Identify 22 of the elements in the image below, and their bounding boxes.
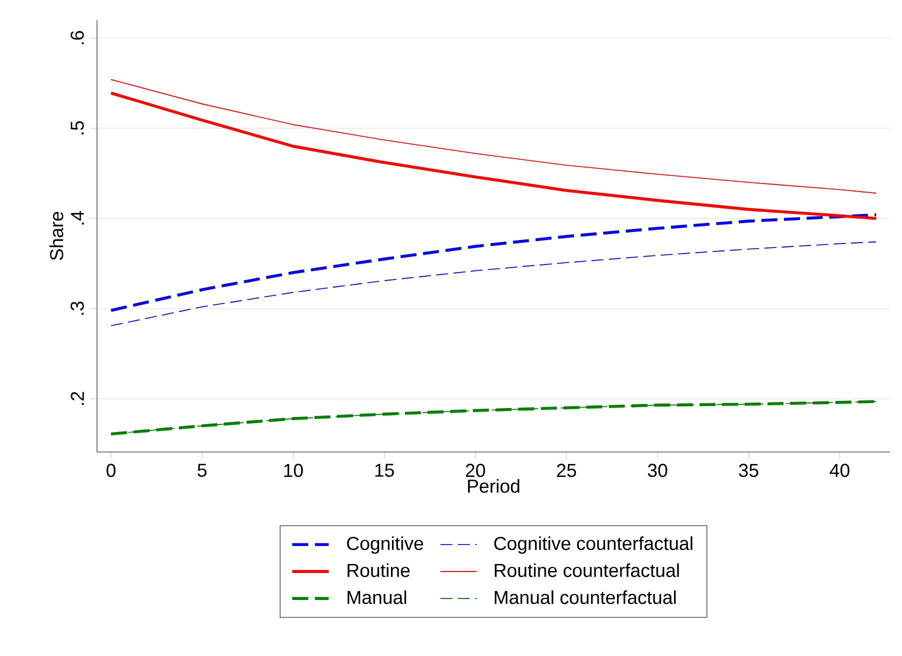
x-tick-label: 25 [557, 464, 576, 478]
x-axis-title: Period [468, 479, 520, 493]
y-tick-label: .4 [71, 211, 84, 224]
x-tick-label: 15 [375, 464, 394, 477]
legend-label: Routine counterfactual [494, 563, 679, 578]
y-tick-label: .2 [70, 392, 84, 405]
x-tick-label: 35 [738, 464, 758, 478]
y-tick-label: .3 [70, 302, 84, 315]
y-tick-label: .6 [70, 31, 84, 44]
legend-label: Cognitive [347, 536, 424, 554]
legend-label: Manual [348, 590, 406, 604]
x-tick-label: 40 [830, 464, 850, 478]
x-tick-label: 30 [648, 464, 668, 478]
x-tick-label: 10 [284, 464, 303, 478]
legend-label: Cognitive counterfactual [494, 536, 692, 554]
x-tick-label: 5 [198, 464, 207, 477]
y-tick-label: .5 [70, 121, 84, 134]
x-tick-label: 20 [466, 464, 486, 478]
y-axis-title: Share [50, 212, 64, 260]
x-tick-label: 0 [106, 464, 116, 478]
legend-label: Routine [348, 563, 410, 578]
legend-label: Manual counterfactual [494, 590, 676, 604]
